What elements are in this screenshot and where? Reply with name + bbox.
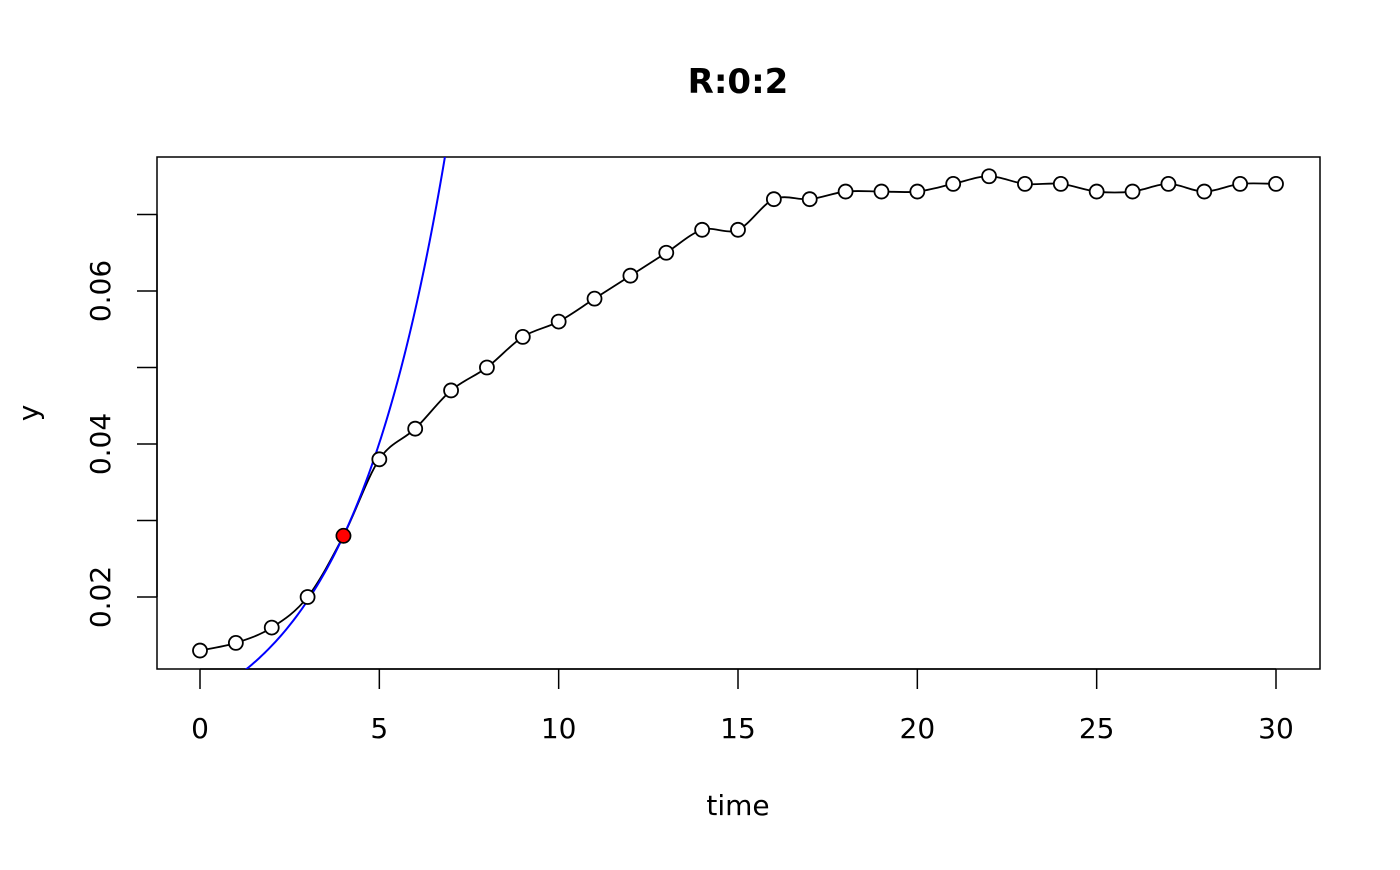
data-point bbox=[263, 619, 280, 636]
x-tick-label: 5 bbox=[370, 712, 388, 745]
data-point bbox=[909, 183, 926, 200]
data-point bbox=[981, 168, 997, 185]
y-axis-label: y bbox=[12, 405, 45, 422]
x-tick-label: 30 bbox=[1258, 712, 1294, 745]
data-point bbox=[945, 175, 962, 192]
data-point bbox=[586, 290, 603, 307]
data-point bbox=[801, 191, 818, 208]
y-tick-label: 0.06 bbox=[84, 260, 117, 322]
x-tick-label: 0 bbox=[191, 712, 209, 745]
data-point bbox=[730, 221, 746, 238]
data-point bbox=[443, 382, 459, 399]
data-point bbox=[299, 589, 316, 605]
x-axis-label: time bbox=[706, 789, 769, 822]
data-point bbox=[192, 642, 208, 659]
y-axis: 0.02 0.04 0.06 bbox=[84, 213, 158, 628]
data-point bbox=[658, 244, 675, 261]
data-point bbox=[622, 267, 639, 284]
x-tick-label: 10 bbox=[541, 712, 577, 745]
data-point bbox=[694, 221, 711, 238]
exponential-fit-curve bbox=[244, 157, 446, 669]
data-point bbox=[1052, 175, 1069, 192]
data-point bbox=[1196, 183, 1213, 200]
data-point bbox=[514, 328, 531, 345]
data-point bbox=[371, 451, 388, 468]
data-point bbox=[407, 420, 424, 437]
data-points bbox=[192, 168, 1284, 659]
plot-area bbox=[199, 157, 1277, 669]
data-point bbox=[550, 313, 567, 330]
chart-title: R:0:2 bbox=[688, 62, 789, 102]
data-point bbox=[1232, 175, 1249, 192]
y-tick-label: 0.02 bbox=[84, 566, 117, 628]
data-point bbox=[1017, 175, 1033, 192]
x-axis: 0 5 10 15 20 25 30 bbox=[191, 668, 1294, 745]
data-point bbox=[479, 359, 495, 376]
series-line bbox=[199, 175, 1277, 652]
data-point bbox=[1268, 175, 1284, 192]
data-point bbox=[227, 635, 244, 651]
x-tick-label: 20 bbox=[900, 712, 936, 745]
data-point bbox=[1088, 183, 1105, 200]
data-point bbox=[873, 183, 890, 200]
x-tick-label: 25 bbox=[1079, 712, 1115, 745]
highlighted-point bbox=[335, 528, 352, 544]
data-point bbox=[837, 183, 854, 200]
y-tick-label: 0.04 bbox=[84, 413, 117, 475]
data-point bbox=[1124, 183, 1141, 200]
data-point bbox=[1160, 175, 1177, 192]
data-point bbox=[765, 191, 782, 208]
x-tick-label: 15 bbox=[720, 712, 756, 745]
